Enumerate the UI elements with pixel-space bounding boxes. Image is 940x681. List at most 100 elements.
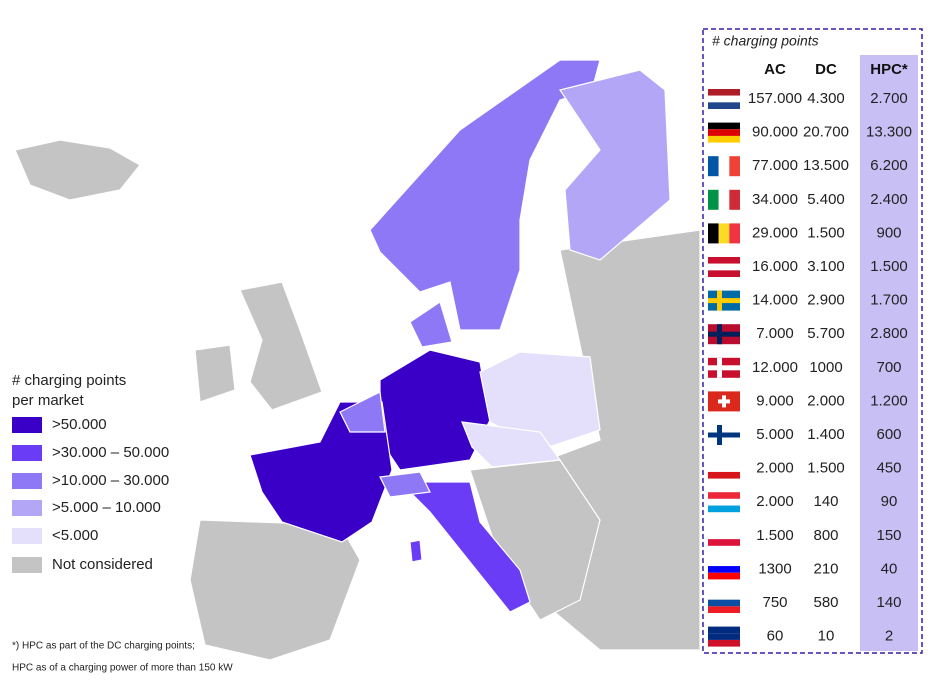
flag [708, 189, 740, 210]
table-cell: 16.000 [752, 258, 798, 275]
flag-stripe [708, 129, 740, 136]
country [189, 519, 361, 661]
flag-stripe [708, 599, 740, 607]
flag-cross [708, 432, 740, 438]
country [379, 471, 431, 498]
legend-label: <5.000 [52, 527, 98, 544]
flag [708, 357, 740, 378]
flag-stripe [729, 156, 740, 177]
country [194, 344, 236, 403]
table-cell: 140 [813, 493, 838, 510]
table-frame [702, 28, 923, 654]
flag-stripe [708, 471, 740, 479]
flag-stripe [708, 505, 740, 513]
table-cell: 13.500 [803, 157, 849, 174]
flag-stripe [729, 189, 740, 210]
flag [708, 425, 740, 445]
flag [708, 223, 740, 244]
footnote: HPC as of a charging power of more than … [12, 663, 233, 674]
flag-stripe [708, 270, 740, 277]
flag [708, 559, 740, 580]
table-cell: 2.000 [756, 460, 794, 477]
table-cell: 1300 [758, 560, 791, 577]
table-cell: 5.700 [807, 325, 845, 342]
flag-cross [708, 331, 740, 337]
flag-stripe [708, 263, 740, 271]
flag [708, 593, 740, 613]
table-cell: 1000 [809, 359, 842, 376]
flag-stripe [708, 572, 740, 580]
country [461, 421, 562, 468]
flag-cross [708, 365, 740, 371]
column-header: DC [815, 61, 837, 78]
table-cell: 210 [813, 560, 838, 577]
table-cell: 7.000 [756, 325, 794, 342]
table-cell: 9.000 [756, 392, 794, 409]
footnote: *) HPC as part of the DC charging points… [12, 641, 195, 652]
country [369, 59, 601, 331]
table-cell: 157.000 [748, 90, 802, 107]
flag-stripe [708, 593, 740, 600]
country [479, 351, 601, 451]
table-cell: 1.200 [870, 392, 908, 409]
flag-stripe [708, 626, 740, 634]
table-cell: 20.700 [803, 124, 849, 141]
table-cell: 77.000 [752, 157, 798, 174]
table-cell: 700 [876, 359, 901, 376]
table-cell: 3.100 [807, 258, 845, 275]
table-cell: 90 [881, 493, 898, 510]
table-cell: 1.500 [870, 258, 908, 275]
table-cell: 13.300 [866, 124, 912, 141]
flag [708, 391, 740, 412]
flag-stripe [708, 492, 740, 499]
table-cell: 750 [762, 594, 787, 611]
country [559, 69, 671, 261]
flag-stripe [718, 156, 730, 177]
table-cell: 10 [818, 628, 835, 645]
legend-swatch [12, 557, 42, 573]
flag-stripe [708, 606, 740, 613]
legend-swatch [12, 500, 42, 516]
flag-cross [708, 298, 740, 304]
legend-title: # charging points [12, 372, 126, 389]
table-cell: 1.400 [807, 426, 845, 443]
country [339, 391, 386, 433]
flag [708, 525, 740, 546]
map [14, 59, 701, 661]
table-cell: 1.500 [807, 460, 845, 477]
flag-stripe [708, 122, 740, 130]
legend-swatch [12, 417, 42, 433]
table-cell: 2.900 [807, 292, 845, 309]
country [398, 481, 531, 613]
table-title: # charging points [712, 33, 819, 49]
country [14, 139, 141, 201]
table-cell: 12.000 [752, 359, 798, 376]
legend-label: >30.000 – 50.000 [52, 444, 169, 461]
flag-stripe [708, 135, 740, 143]
table-cell: 2.000 [756, 493, 794, 510]
flag-stripe [708, 89, 740, 96]
table-cell: 60 [767, 628, 784, 645]
table-cell: 2.800 [870, 325, 908, 342]
country [379, 349, 491, 471]
flag-stripe [708, 465, 740, 472]
column-header: HPC* [870, 61, 908, 78]
flag-stripe [718, 189, 730, 210]
flag [708, 257, 740, 277]
table-cell: 600 [876, 426, 901, 443]
flag [708, 626, 740, 647]
table-cell: 5.400 [807, 191, 845, 208]
flag-stripe [708, 257, 740, 264]
table-cell: 1.500 [807, 224, 845, 241]
legend-title: per market [12, 392, 85, 409]
table-cell: 580 [813, 594, 838, 611]
legend-swatch [12, 473, 42, 489]
flag [708, 458, 740, 479]
table-cell: 2.700 [870, 90, 908, 107]
flag-cross [718, 399, 730, 404]
flag-stripe [708, 532, 740, 540]
flag-stripe [718, 223, 730, 244]
flag-stripe [708, 223, 719, 244]
